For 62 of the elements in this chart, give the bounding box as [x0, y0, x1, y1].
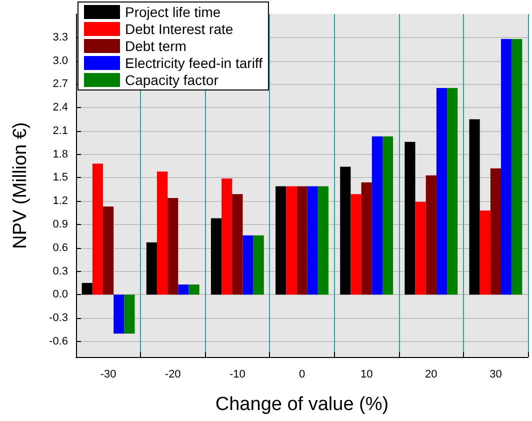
y-tick-label: 0.6 [52, 242, 68, 254]
y-tick-label: -0.6 [49, 335, 68, 348]
bar [286, 186, 297, 295]
legend-label: Project life time [125, 4, 221, 20]
y-tick-label: 3.3 [52, 31, 68, 44]
bar [232, 194, 243, 295]
legend-label: Debt Interest rate [125, 21, 234, 37]
y-tick-label: 1.8 [52, 148, 68, 160]
x-axis-title: Change of value (%) [215, 394, 389, 415]
y-tick-label: 0.0 [52, 288, 68, 301]
bar [296, 186, 308, 295]
bar [350, 194, 362, 295]
legend-label: Capacity factor [125, 72, 219, 88]
bar [178, 284, 189, 295]
legend-label: Debt term [125, 38, 186, 54]
bar [222, 178, 232, 295]
y-tick-label: 0.3 [52, 265, 68, 278]
x-tick-label: -10 [229, 368, 246, 380]
x-tick-label: 20 [425, 368, 438, 380]
bar [501, 38, 512, 295]
bar [156, 171, 168, 295]
y-tick-label: 1.5 [52, 172, 68, 184]
bar [480, 210, 490, 295]
bar [242, 235, 254, 295]
bar [361, 182, 372, 295]
bar [102, 206, 114, 295]
bar [447, 88, 458, 295]
y-tick-label: 2.7 [52, 78, 68, 90]
bar [340, 166, 351, 295]
bar [382, 136, 394, 295]
bar [404, 142, 416, 295]
y-tick-label: 1.2 [52, 195, 68, 208]
bar [168, 198, 178, 295]
bar [114, 294, 124, 334]
bar [512, 38, 522, 295]
bar [188, 284, 200, 295]
y-tick-label: 0.9 [52, 218, 68, 230]
legend-label: Electricity feed-in tariff [125, 55, 263, 71]
bar [426, 175, 436, 295]
y-axis-title: NPV (Million €) [10, 122, 31, 249]
y-tick-label: 2.1 [52, 124, 68, 137]
x-tick-label: 10 [360, 368, 373, 380]
x-tick-label: 0 [298, 368, 306, 380]
bar [436, 88, 448, 295]
x-tick-label: 30 [490, 368, 502, 380]
bar [124, 294, 135, 334]
bar [490, 168, 502, 295]
x-tick-label: -20 [164, 368, 181, 380]
y-tick-label: 3.0 [52, 54, 68, 67]
bar [415, 202, 426, 295]
bar [372, 136, 382, 295]
bar [146, 242, 157, 295]
bar [318, 186, 328, 295]
bar [307, 186, 318, 295]
y-tick-label: 2.4 [52, 102, 68, 114]
bar [92, 164, 103, 295]
x-tick-label: -30 [100, 368, 116, 380]
y-tick-label: -0.3 [49, 312, 68, 324]
bar [469, 119, 480, 295]
bar [276, 186, 286, 295]
bar [253, 235, 264, 295]
bar [210, 218, 222, 295]
